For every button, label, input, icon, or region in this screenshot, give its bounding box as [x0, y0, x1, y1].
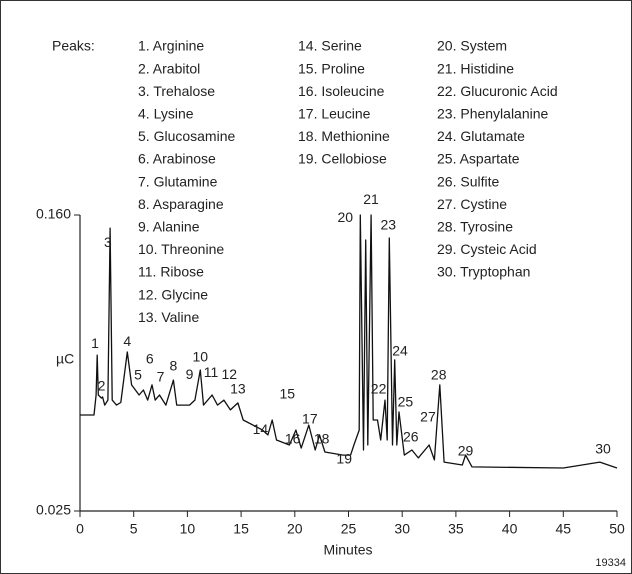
- peak-list-item: 18. Methionine: [298, 128, 390, 144]
- peak-label: 14: [253, 421, 269, 437]
- trace: [80, 214, 618, 469]
- peak-label: 2: [98, 378, 106, 394]
- peak-label: 25: [398, 394, 414, 410]
- peak-list-item: 27. Cystine: [437, 196, 507, 212]
- peak-label: 28: [431, 367, 447, 383]
- peak-label: 10: [192, 349, 208, 365]
- peak-label: 13: [230, 381, 246, 397]
- peak-list-item: 3. Trehalose: [138, 83, 215, 99]
- peak-list-item: 1. Arginine: [138, 38, 204, 54]
- peak-list-item: 2. Arabitol: [138, 60, 200, 76]
- peak-list-item: 4. Lysine: [138, 106, 194, 122]
- x-tick-label: 35: [448, 521, 464, 537]
- x-tick-label: 0: [76, 521, 84, 537]
- x-tick-label: 20: [287, 521, 303, 537]
- peak-label: 3: [104, 234, 112, 250]
- peak-label: 8: [170, 358, 178, 374]
- peak-list-item: 30. Tryptophan: [437, 264, 530, 280]
- y-tick-label: 0.160: [36, 206, 71, 222]
- y-axis-label: µC: [56, 351, 74, 367]
- x-tick-label: 15: [233, 521, 249, 537]
- x-axis-label: Minutes: [323, 542, 372, 558]
- peak-list-item: 25. Aspartate: [437, 151, 520, 167]
- y-tick-label: 0.025: [36, 502, 71, 518]
- peak-label: 20: [337, 209, 353, 225]
- x-tick-label: 50: [609, 521, 625, 537]
- peak-list-item: 17. Leucine: [298, 106, 371, 122]
- peak-list-item: 14. Serine: [298, 38, 362, 54]
- peak-list-item: 11. Ribose: [138, 264, 204, 280]
- peak-list-item: 22. Glucuronic Acid: [437, 83, 558, 99]
- peak-label: 7: [157, 369, 165, 385]
- x-tick-label: 25: [341, 521, 357, 537]
- peak-label: 9: [186, 366, 194, 382]
- peak-list-item: 23. Phenylalanine: [437, 106, 549, 122]
- peak-list-item: 28. Tyrosine: [437, 219, 513, 235]
- peak-label: 26: [403, 429, 419, 445]
- x-tick-label: 45: [556, 521, 572, 537]
- peak-list-item: 8. Asparagine: [138, 196, 224, 212]
- peak-label: 17: [302, 411, 318, 427]
- peak-list-item: 6. Arabinose: [138, 151, 216, 167]
- peaks-title: Peaks:: [52, 38, 95, 54]
- peak-label: 11: [204, 364, 219, 380]
- peak-label: 19: [336, 451, 352, 467]
- peak-label: 24: [392, 343, 408, 359]
- peak-label: 23: [380, 217, 396, 233]
- x-tick-label: 30: [394, 521, 410, 537]
- peak-list-item: 13. Valine: [138, 309, 199, 325]
- peak-list-item: 26. Sulfite: [437, 173, 499, 189]
- peak-list-item: 24. Glutamate: [437, 128, 525, 144]
- peak-list-item: 16. Isoleucine: [298, 83, 385, 99]
- peak-label: 21: [363, 191, 379, 207]
- peak-label: 16: [285, 431, 301, 447]
- x-tick-label: 10: [180, 521, 196, 537]
- peak-list-item: 19. Cellobiose: [298, 151, 387, 167]
- peak-list-item: 9. Alanine: [138, 219, 200, 235]
- peak-list-item: 15. Proline: [298, 60, 365, 76]
- peak-list-item: 10. Threonine: [138, 241, 224, 257]
- peak-label: 15: [279, 386, 295, 402]
- peak-label: 12: [221, 366, 237, 382]
- peak-label: 5: [134, 367, 142, 383]
- note: 19334: [595, 557, 626, 569]
- peak-list-item: 21. Histidine: [437, 60, 514, 76]
- peak-label: 6: [146, 351, 154, 367]
- peak-label: 1: [91, 335, 99, 351]
- peak-list-item: 12. Glycine: [138, 286, 208, 302]
- peak-label: 22: [371, 381, 387, 397]
- peak-label: 29: [458, 443, 474, 459]
- peak-list-item: 20. System: [437, 38, 507, 54]
- peak-label: 27: [420, 409, 436, 425]
- x-tick-label: 40: [502, 521, 518, 537]
- peak-label: 4: [123, 333, 131, 349]
- x-tick-label: 5: [130, 521, 138, 537]
- peak-label: 30: [595, 441, 611, 457]
- peak-list-item: 29. Cysteic Acid: [437, 241, 537, 257]
- peak-list-item: 7. Glutamine: [138, 173, 218, 189]
- peak-list-item: 5. Glucosamine: [138, 128, 235, 144]
- peak-label: 18: [314, 431, 330, 447]
